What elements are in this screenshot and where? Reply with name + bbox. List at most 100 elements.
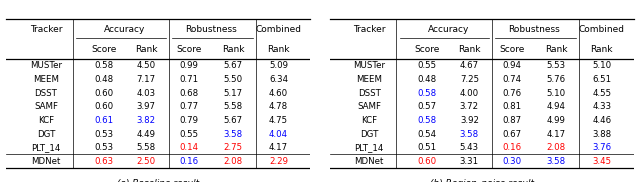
Text: Rank: Rank xyxy=(545,45,567,54)
Text: DGT: DGT xyxy=(36,130,55,139)
Text: 0.60: 0.60 xyxy=(94,89,113,98)
Text: 5.43: 5.43 xyxy=(460,143,479,152)
Text: 0.16: 0.16 xyxy=(502,143,522,152)
Text: 0.94: 0.94 xyxy=(502,62,522,70)
Text: Score: Score xyxy=(499,45,525,54)
Text: (b) Region_noise result: (b) Region_noise result xyxy=(429,179,534,182)
Text: MUSTer: MUSTer xyxy=(353,62,385,70)
Text: SAMF: SAMF xyxy=(34,102,58,111)
Text: 0.61: 0.61 xyxy=(94,116,113,125)
Text: 0.79: 0.79 xyxy=(179,116,198,125)
Text: MDNet: MDNet xyxy=(31,157,61,166)
Text: 0.57: 0.57 xyxy=(417,102,436,111)
Text: 3.72: 3.72 xyxy=(460,102,479,111)
Text: 4.00: 4.00 xyxy=(460,89,479,98)
Text: MUSTer: MUSTer xyxy=(30,62,62,70)
Text: (a) Baseline result: (a) Baseline result xyxy=(117,179,200,182)
Text: 5.10: 5.10 xyxy=(547,89,566,98)
Text: 0.53: 0.53 xyxy=(94,143,113,152)
Text: 2.08: 2.08 xyxy=(547,143,566,152)
Text: 3.58: 3.58 xyxy=(223,130,243,139)
Text: 2.29: 2.29 xyxy=(269,157,288,166)
Text: 0.53: 0.53 xyxy=(94,130,113,139)
Text: 4.49: 4.49 xyxy=(137,130,156,139)
Text: 6.34: 6.34 xyxy=(269,75,288,84)
Text: 0.77: 0.77 xyxy=(179,102,198,111)
Text: Score: Score xyxy=(414,45,440,54)
Text: Combined: Combined xyxy=(255,25,301,34)
Text: Tracker: Tracker xyxy=(29,25,62,34)
Text: PLT_14: PLT_14 xyxy=(355,143,384,152)
Text: 4.78: 4.78 xyxy=(269,102,288,111)
Text: 0.16: 0.16 xyxy=(179,157,198,166)
Text: 5.58: 5.58 xyxy=(223,102,243,111)
Text: Rank: Rank xyxy=(135,45,157,54)
Text: 4.50: 4.50 xyxy=(137,62,156,70)
Text: Rank: Rank xyxy=(221,45,244,54)
Text: 3.97: 3.97 xyxy=(137,102,156,111)
Text: 0.99: 0.99 xyxy=(179,62,198,70)
Text: 3.82: 3.82 xyxy=(137,116,156,125)
Text: 0.63: 0.63 xyxy=(94,157,113,166)
Text: 0.58: 0.58 xyxy=(94,62,113,70)
Text: 3.58: 3.58 xyxy=(547,157,566,166)
Text: 5.09: 5.09 xyxy=(269,62,288,70)
Text: DSST: DSST xyxy=(358,89,381,98)
Text: 0.51: 0.51 xyxy=(417,143,436,152)
Text: KCF: KCF xyxy=(38,116,54,125)
Text: 0.81: 0.81 xyxy=(502,102,522,111)
Text: 7.25: 7.25 xyxy=(460,75,479,84)
Text: 4.99: 4.99 xyxy=(547,116,566,125)
Text: 0.76: 0.76 xyxy=(502,89,522,98)
Text: 5.67: 5.67 xyxy=(223,116,243,125)
Text: 0.60: 0.60 xyxy=(417,157,436,166)
Text: 0.58: 0.58 xyxy=(417,89,436,98)
Text: 4.94: 4.94 xyxy=(547,102,566,111)
Text: 2.08: 2.08 xyxy=(223,157,243,166)
Text: MEEM: MEEM xyxy=(356,75,382,84)
Text: Tracker: Tracker xyxy=(353,25,385,34)
Text: MEEM: MEEM xyxy=(33,75,59,84)
Text: 4.17: 4.17 xyxy=(269,143,288,152)
Text: 2.75: 2.75 xyxy=(223,143,243,152)
Text: 4.60: 4.60 xyxy=(269,89,288,98)
Text: Rank: Rank xyxy=(591,45,613,54)
Text: Accuracy: Accuracy xyxy=(104,25,146,34)
Text: Combined: Combined xyxy=(579,25,625,34)
Text: 5.58: 5.58 xyxy=(137,143,156,152)
Text: 3.31: 3.31 xyxy=(460,157,479,166)
Text: 4.55: 4.55 xyxy=(592,89,611,98)
Text: SAMF: SAMF xyxy=(357,102,381,111)
Text: Rank: Rank xyxy=(268,45,290,54)
Text: 0.48: 0.48 xyxy=(94,75,113,84)
Text: 3.45: 3.45 xyxy=(592,157,611,166)
Text: 4.04: 4.04 xyxy=(269,130,288,139)
Text: 0.54: 0.54 xyxy=(417,130,436,139)
Text: 0.58: 0.58 xyxy=(417,116,436,125)
Text: 3.58: 3.58 xyxy=(460,130,479,139)
Text: 3.76: 3.76 xyxy=(592,143,611,152)
Text: 5.17: 5.17 xyxy=(223,89,243,98)
Text: 5.53: 5.53 xyxy=(547,62,566,70)
Text: Rank: Rank xyxy=(458,45,481,54)
Text: 0.60: 0.60 xyxy=(94,102,113,111)
Text: 0.48: 0.48 xyxy=(417,75,436,84)
Text: 0.68: 0.68 xyxy=(179,89,198,98)
Text: MDNet: MDNet xyxy=(355,157,384,166)
Text: DSST: DSST xyxy=(35,89,58,98)
Text: 0.74: 0.74 xyxy=(502,75,522,84)
Text: 4.75: 4.75 xyxy=(269,116,288,125)
Text: 7.17: 7.17 xyxy=(137,75,156,84)
Text: 5.10: 5.10 xyxy=(592,62,611,70)
Text: 0.67: 0.67 xyxy=(502,130,522,139)
Text: 0.55: 0.55 xyxy=(179,130,198,139)
Text: 4.03: 4.03 xyxy=(137,89,156,98)
Text: Accuracy: Accuracy xyxy=(428,25,469,34)
Text: 0.14: 0.14 xyxy=(179,143,198,152)
Text: 0.55: 0.55 xyxy=(417,62,436,70)
Text: 2.50: 2.50 xyxy=(137,157,156,166)
Text: 4.17: 4.17 xyxy=(547,130,566,139)
Text: 0.30: 0.30 xyxy=(502,157,522,166)
Text: 3.88: 3.88 xyxy=(592,130,611,139)
Text: 5.67: 5.67 xyxy=(223,62,243,70)
